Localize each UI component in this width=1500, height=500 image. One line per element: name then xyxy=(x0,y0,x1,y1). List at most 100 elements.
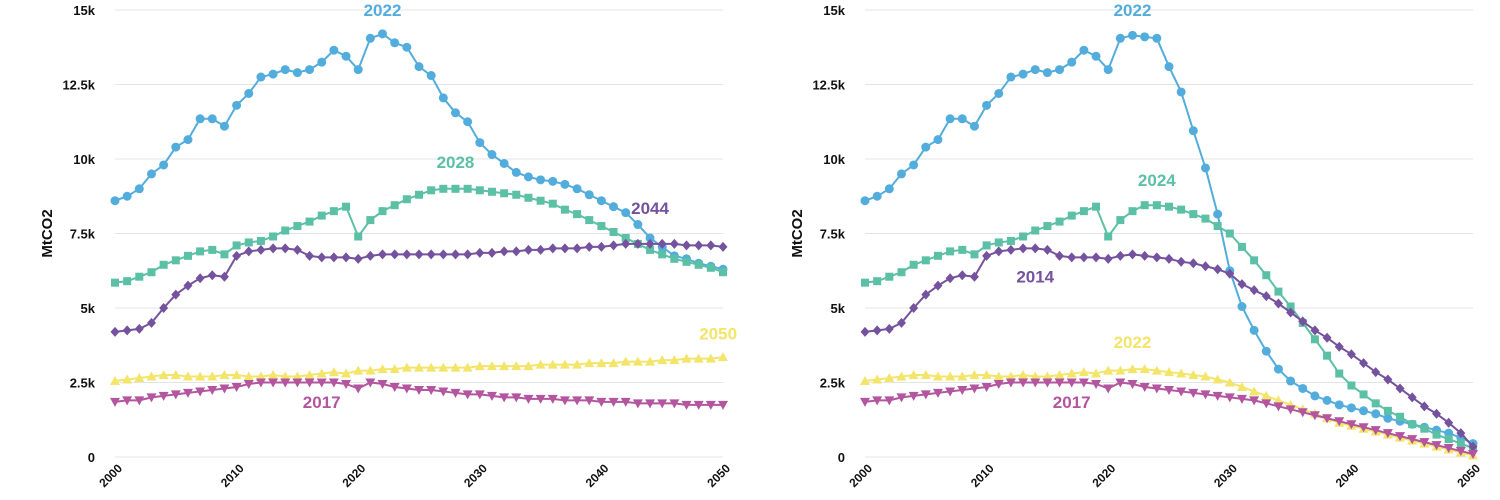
right-data-point xyxy=(1030,65,1040,75)
left-data-point xyxy=(463,249,473,260)
left-data-point xyxy=(693,400,704,410)
left-data-point xyxy=(122,374,133,384)
right-data-point xyxy=(872,191,882,201)
right-data-point xyxy=(1395,383,1405,394)
left-data-point xyxy=(280,378,291,388)
left-data-point xyxy=(645,356,656,366)
left-data-point xyxy=(585,216,594,225)
left-data-point xyxy=(268,69,278,79)
left-x-tick-label: 2010 xyxy=(218,461,247,490)
left-data-point xyxy=(269,232,278,241)
left-data-point xyxy=(499,158,509,168)
left-data-point xyxy=(316,378,327,388)
left-data-point xyxy=(317,211,326,220)
right-data-point xyxy=(1261,291,1271,302)
left-data-point xyxy=(511,393,522,403)
left-data-point xyxy=(158,391,169,401)
left-data-point xyxy=(597,222,606,231)
left-data-point xyxy=(718,400,728,410)
left-data-point xyxy=(219,271,229,282)
left-data-point xyxy=(706,263,715,272)
right-data-point xyxy=(1456,428,1466,439)
left-data-point xyxy=(244,246,254,257)
right-data-point xyxy=(1212,391,1223,401)
right-data-point xyxy=(1115,33,1125,43)
right-y-tick-label: 15k xyxy=(823,3,845,18)
left-data-point xyxy=(584,241,594,252)
left-data-point xyxy=(572,243,582,254)
left-data-point xyxy=(134,373,145,383)
right-data-point xyxy=(884,323,894,334)
left-data-point xyxy=(694,240,704,251)
left-data-point xyxy=(499,361,510,371)
right-data-point xyxy=(1310,391,1320,401)
right-data-point xyxy=(969,370,980,380)
left-data-point xyxy=(328,378,339,388)
right-data-point xyxy=(1188,126,1198,136)
left-series-label: 2022 xyxy=(364,1,402,20)
left-data-point xyxy=(146,317,156,328)
left-data-point xyxy=(463,184,472,193)
left-data-point xyxy=(669,355,680,365)
left-data-point xyxy=(231,382,242,392)
left-data-point xyxy=(573,210,582,219)
right-data-point xyxy=(1188,370,1199,380)
right-series-1: 2024 xyxy=(861,171,1477,453)
right-series-label: 2022 xyxy=(1114,1,1152,20)
right-data-point xyxy=(1261,346,1271,356)
left-data-point xyxy=(390,249,400,260)
left-data-point xyxy=(159,303,169,313)
left-data-point xyxy=(122,191,132,201)
left-data-point xyxy=(110,196,120,206)
left-data-point xyxy=(438,362,449,372)
left-data-point xyxy=(159,260,168,269)
right-data-point xyxy=(957,385,968,395)
right-series-4: 2017 xyxy=(860,378,1478,460)
left-y-tick-label: 15k xyxy=(73,3,95,18)
left-data-point xyxy=(171,256,180,265)
right-data-point xyxy=(1249,285,1259,296)
left-data-point xyxy=(158,370,169,380)
right-data-point xyxy=(1188,388,1199,398)
left-data-point xyxy=(292,68,302,78)
right-data-point xyxy=(1237,242,1246,251)
right-data-point xyxy=(1213,264,1223,275)
right-series-label: 2024 xyxy=(1138,171,1176,190)
right-data-point xyxy=(1176,256,1186,267)
left-data-point xyxy=(523,244,533,255)
left-data-point xyxy=(111,278,119,287)
right-data-point xyxy=(1042,68,1052,78)
left-series-4: 2017 xyxy=(110,378,728,412)
right-data-point xyxy=(1273,402,1284,412)
left-data-point xyxy=(134,184,144,194)
left-series-label: 2050 xyxy=(699,324,737,343)
right-data-point xyxy=(1213,209,1223,219)
left-data-point xyxy=(609,202,619,212)
left-data-point xyxy=(559,359,570,369)
right-data-point xyxy=(1250,256,1259,265)
right-data-point xyxy=(860,376,870,386)
right-data-point xyxy=(1115,378,1126,388)
left-series-label: 2017 xyxy=(303,393,341,412)
right-data-point xyxy=(1115,365,1126,375)
left-data-point xyxy=(706,240,716,251)
left-data-point xyxy=(645,233,655,243)
right-data-point xyxy=(1359,406,1369,416)
left-data-point xyxy=(511,167,521,177)
left-data-point xyxy=(705,400,716,410)
left-data-point xyxy=(341,51,351,61)
left-data-point xyxy=(499,246,509,257)
right-data-point xyxy=(921,142,931,152)
right-data-point xyxy=(1092,202,1101,211)
left-y-tick-label: 7.5k xyxy=(70,227,96,242)
left-data-point xyxy=(378,29,388,39)
right-data-point xyxy=(1091,368,1102,378)
left-data-point xyxy=(486,361,497,371)
right-data-point xyxy=(1335,369,1344,378)
left-data-point xyxy=(292,244,302,255)
right-data-point xyxy=(1237,302,1247,312)
left-data-point xyxy=(474,361,485,371)
right-data-point xyxy=(1249,396,1260,406)
chart-right-svg: 0 2.5k 5k 7.5k 10k 12.5k 15k 2000 2010 2020 2030 20… xyxy=(789,1,1483,490)
right-data-point xyxy=(1054,370,1065,380)
